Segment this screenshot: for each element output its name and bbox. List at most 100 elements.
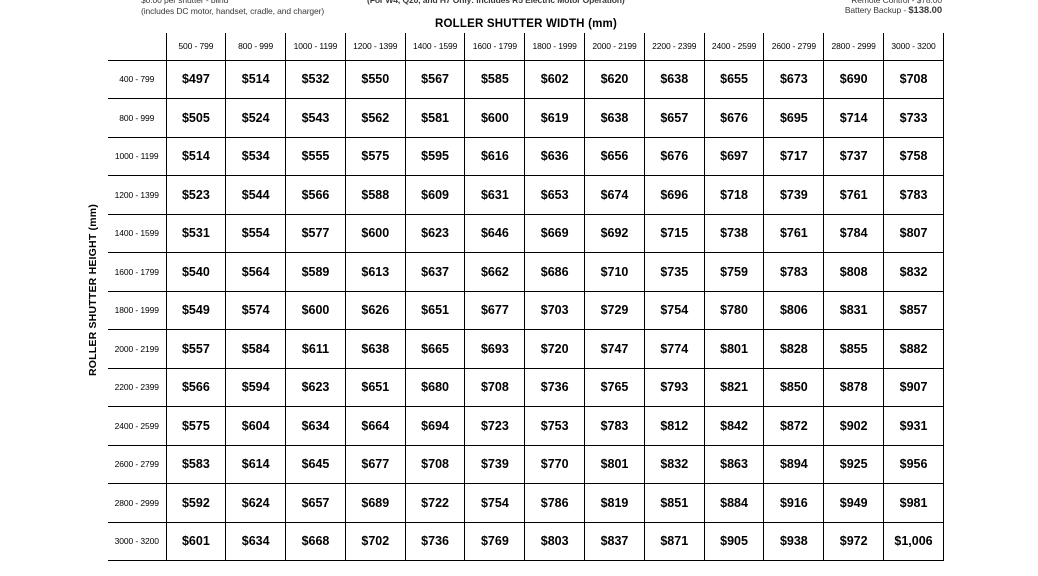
price-cell-r3-c4: $575	[344, 136, 406, 176]
price-cell-r1-c4: $550	[344, 59, 406, 99]
price-cell-r13-c4: $702	[344, 521, 406, 561]
price-cell-r12-c1: $592	[165, 483, 227, 523]
price-cell-r13-c8: $837	[584, 521, 645, 561]
price-cell-r5-c8: $692	[584, 213, 645, 253]
price-cell-r2-c10: $676	[703, 98, 765, 138]
table-row: 2200 - 2399 $566 $594 $623 $651 $680 $708 $736 $…	[108, 367, 944, 407]
price-cell-r9-c5: $680	[404, 367, 466, 407]
column-header-5: 1400 - 1599	[404, 33, 466, 61]
row-header-3: 1000 - 1199	[108, 136, 167, 176]
table-row: 1400 - 1599 $531 $554 $577 $600 $623 $646 $669 $…	[108, 213, 944, 253]
price-cell-r8-c8: $747	[584, 329, 645, 369]
price-cell-r8-c12: $855	[823, 329, 885, 369]
price-cell-r13-c9: $871	[643, 521, 705, 561]
price-cell-r9-c11: $850	[763, 367, 825, 407]
price-cell-r11-c6: $739	[464, 444, 526, 484]
note-battery-backup: Battery Backup - $138.00	[845, 5, 942, 16]
price-cell-r8-c11: $828	[763, 329, 825, 369]
price-cell-r1-c13: $708	[883, 59, 944, 99]
price-cell-r11-c7: $770	[524, 444, 586, 484]
table-row: 2400 - 2599 $575 $604 $634 $664 $694 $723 $753 $…	[108, 406, 944, 446]
price-cell-r11-c12: $925	[823, 444, 885, 484]
price-cell-r6-c11: $783	[763, 252, 825, 292]
price-cell-r1-c5: $567	[404, 59, 466, 99]
price-cell-r10-c11: $872	[763, 406, 825, 446]
price-cell-r9-c3: $623	[285, 367, 346, 407]
price-cell-r1-c7: $602	[524, 59, 586, 99]
row-axis-title-label: ROLLER SHUTTER HEIGHT (mm)	[87, 203, 99, 377]
price-cell-r6-c10: $759	[703, 252, 765, 292]
price-cell-r6-c8: $710	[584, 252, 645, 292]
table-row: 1000 - 1199 $514 $534 $555 $575 $595 $616 $636 $…	[108, 136, 944, 176]
price-cell-r10-c2: $604	[225, 406, 287, 446]
price-cell-r13-c11: $938	[763, 521, 825, 561]
header-row: 500 - 799 800 - 999 1000 - 1199 1200 - 1399…	[108, 33, 944, 61]
price-cell-r11-c1: $583	[165, 444, 227, 484]
column-header-9: 2200 - 2399	[643, 33, 705, 61]
price-cell-r11-c3: $645	[285, 444, 346, 484]
price-cell-r8-c7: $720	[524, 329, 586, 369]
price-cell-r2-c11: $695	[763, 98, 825, 138]
price-cell-r8-c10: $801	[703, 329, 765, 369]
price-cell-r2-c8: $638	[584, 98, 645, 138]
price-cell-r9-c4: $651	[344, 367, 406, 407]
battery-backup-amount: $138.00	[908, 5, 942, 16]
row-header-6: 1600 - 1799	[108, 252, 167, 292]
note-motor-clipped: (For W4, Q20, and H7 Only: Includes R5 E…	[367, 0, 625, 5]
column-header-8: 2000 - 2199	[584, 33, 645, 61]
price-cell-r6-c7: $686	[524, 252, 586, 292]
price-cell-r4-c2: $544	[225, 175, 287, 215]
price-cell-r13-c5: $736	[404, 521, 466, 561]
price-cell-r7-c10: $780	[703, 290, 765, 330]
price-cell-r11-c2: $614	[225, 444, 287, 484]
price-cell-r6-c12: $808	[823, 252, 885, 292]
price-cell-r8-c6: $693	[464, 329, 526, 369]
price-cell-r13-c10: $905	[703, 521, 765, 561]
price-cell-r1-c2: $514	[225, 59, 287, 99]
column-header-11: 2600 - 2799	[763, 33, 825, 61]
price-cell-r6-c3: $589	[285, 252, 346, 292]
price-cell-r9-c1: $566	[165, 367, 227, 407]
price-cell-r8-c1: $557	[165, 329, 227, 369]
price-cell-r8-c9: $774	[643, 329, 705, 369]
price-cell-r12-c4: $689	[344, 483, 406, 523]
column-header-4: 1200 - 1399	[344, 33, 406, 61]
note-left-clipped: $0.00 per shutter - blind	[141, 0, 229, 5]
price-cell-r5-c6: $646	[464, 213, 526, 253]
price-cell-r5-c5: $623	[404, 213, 466, 253]
matrix-header: 500 - 799 800 - 999 1000 - 1199 1200 - 1399…	[108, 33, 944, 61]
price-cell-r12-c10: $884	[703, 483, 765, 523]
note-inclusions: (includes DC motor, handset, cradle, and…	[141, 6, 325, 16]
price-cell-r2-c9: $657	[643, 98, 705, 138]
matrix-corner-cell	[108, 33, 166, 61]
price-cell-r8-c5: $665	[404, 329, 466, 369]
price-cell-r12-c8: $819	[584, 483, 645, 523]
price-cell-r6-c9: $735	[643, 252, 705, 292]
price-cell-r3-c13: $758	[883, 136, 944, 176]
price-cell-r2-c12: $714	[823, 98, 885, 138]
price-cell-r7-c7: $703	[524, 290, 586, 330]
price-cell-r9-c13: $907	[883, 367, 944, 407]
price-cell-r9-c2: $594	[225, 367, 287, 407]
row-header-11: 2600 - 2799	[108, 444, 167, 484]
price-cell-r10-c10: $842	[703, 406, 765, 446]
price-cell-r3-c7: $636	[524, 136, 586, 176]
price-cell-r3-c10: $697	[703, 136, 765, 176]
table-row: 1800 - 1999 $549 $574 $600 $626 $651 $677 $703 $…	[108, 290, 944, 330]
price-cell-r4-c4: $588	[344, 175, 406, 215]
price-cell-r10-c12: $902	[823, 406, 885, 446]
price-cell-r8-c13: $882	[883, 329, 944, 369]
price-cell-r6-c13: $832	[883, 252, 944, 292]
price-cell-r4-c5: $609	[404, 175, 466, 215]
price-cell-r7-c11: $806	[763, 290, 825, 330]
price-cell-r5-c10: $738	[703, 213, 765, 253]
battery-backup-label: Battery Backup -	[844, 5, 909, 15]
price-cell-r7-c9: $754	[643, 290, 705, 330]
price-cell-r13-c3: $668	[285, 521, 346, 561]
price-cell-r12-c11: $916	[763, 483, 825, 523]
column-header-7: 1800 - 1999	[524, 33, 586, 61]
price-cell-r11-c13: $956	[883, 444, 944, 484]
price-cell-r1-c10: $655	[703, 59, 765, 99]
price-cell-r12-c6: $754	[464, 483, 526, 523]
price-cell-r9-c9: $793	[643, 367, 705, 407]
